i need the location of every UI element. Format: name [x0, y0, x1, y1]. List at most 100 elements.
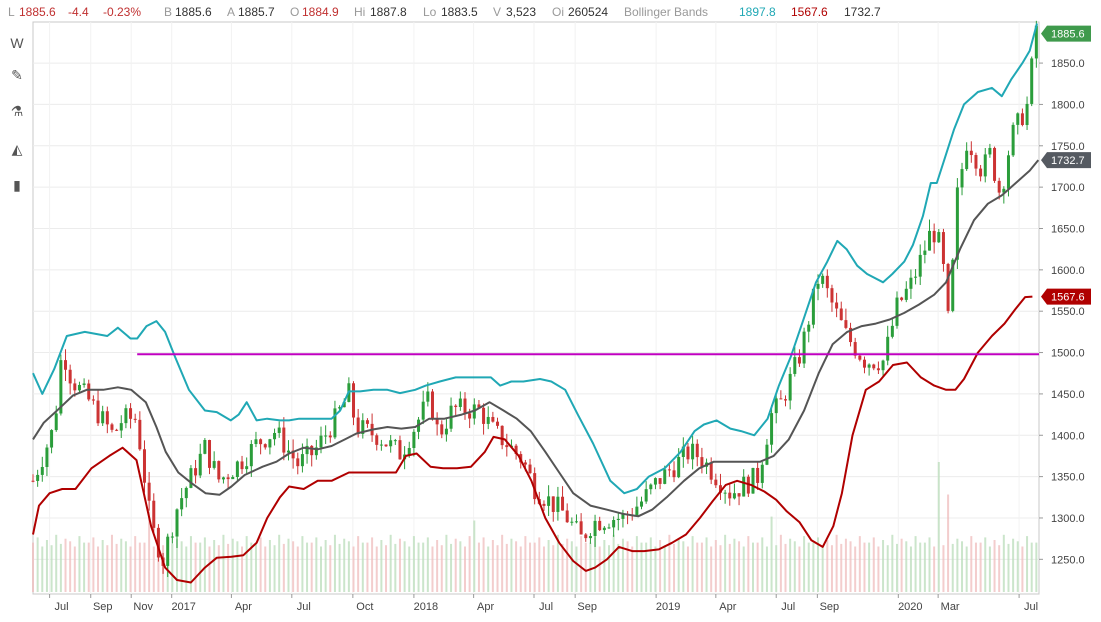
volume-bar — [245, 536, 248, 592]
candle-body — [1030, 58, 1034, 104]
candle-body — [115, 429, 119, 431]
middle-band-badge-bg — [1041, 152, 1091, 169]
candle-body — [133, 418, 137, 420]
candle-body — [928, 230, 932, 251]
period-selector[interactable]: W — [10, 35, 24, 51]
candle-body — [40, 466, 44, 475]
indicator-name[interactable]: Bollinger Bands — [624, 5, 709, 19]
volume-bar — [185, 546, 188, 592]
candle-body — [477, 404, 481, 408]
candle-body — [1025, 103, 1029, 126]
candle-body — [156, 527, 160, 558]
volume-bar — [594, 537, 597, 592]
middle-band-badge: 1732.7 — [1041, 152, 1091, 169]
candle-body — [240, 461, 244, 470]
volume-bar — [919, 542, 922, 592]
volume-bar — [366, 542, 369, 592]
candle-body — [468, 413, 472, 419]
candle-body — [714, 479, 718, 486]
bars-icon[interactable]: ▮ — [13, 176, 21, 193]
x-tick-label: Sep — [577, 601, 597, 613]
candle-body — [909, 277, 913, 289]
candle-body — [584, 534, 588, 539]
y-tick-label: 1650.0 — [1051, 223, 1085, 235]
candle-body — [779, 398, 783, 400]
volume-bar — [872, 537, 875, 592]
bb-lower-value: 1567.6 — [791, 5, 828, 19]
volume-bar — [83, 542, 86, 592]
candle-body — [862, 359, 866, 368]
volume-bar — [250, 542, 253, 592]
candle-body — [793, 357, 797, 374]
volume-bar — [92, 537, 95, 592]
candle-body — [500, 425, 504, 446]
volume-bar — [431, 546, 434, 592]
x-tick-label: 2017 — [171, 601, 195, 613]
candle-body — [607, 527, 611, 529]
volume-bars — [32, 462, 1038, 592]
chart-type-icon[interactable]: ◭ — [11, 140, 23, 157]
volume-bar — [682, 541, 685, 592]
volume-bar — [1016, 541, 1019, 592]
x-tick-label: Jul — [55, 601, 69, 613]
volume-bar — [143, 542, 146, 592]
volume-bar — [668, 534, 671, 592]
candle-body — [398, 440, 402, 460]
candle-body — [342, 401, 346, 408]
volume-bar — [496, 545, 499, 592]
candle-body — [393, 440, 397, 442]
volume-bar — [854, 546, 857, 592]
x-tick-label: Apr — [477, 601, 494, 613]
volume-bar — [87, 542, 90, 592]
volume-bar — [635, 536, 638, 592]
candle-body — [64, 360, 68, 370]
candle-body — [54, 413, 58, 431]
candle-body — [435, 419, 439, 425]
candle-body — [96, 400, 100, 424]
price-badges: 1885.6 1732.7 1567.6 — [1041, 25, 1091, 305]
volume-bar — [357, 536, 360, 592]
x-tick-label: Jul — [1024, 601, 1038, 613]
volume-bar — [306, 542, 309, 592]
volume-bar — [231, 538, 234, 592]
volume-bar — [241, 546, 244, 592]
candle-body — [496, 421, 500, 426]
volume-bar — [673, 543, 676, 592]
volume-bar — [482, 537, 485, 592]
candle-body — [988, 147, 992, 155]
candle-body — [491, 416, 495, 422]
x-tick-label: Jul — [781, 601, 795, 613]
volume-bar — [208, 546, 211, 592]
x-tick-label: Apr — [235, 601, 252, 613]
candle-body — [352, 383, 356, 418]
candle-body — [709, 462, 713, 480]
candle-body — [110, 424, 114, 430]
candle-body — [82, 383, 86, 385]
last-price: 1885.6 — [19, 5, 56, 19]
volume-bar — [830, 545, 833, 592]
volume-bar — [319, 546, 322, 592]
candle-body — [189, 468, 193, 488]
studies-icon[interactable]: ⚗ — [10, 102, 24, 119]
y-tick-label: 1750.0 — [1051, 141, 1085, 153]
volume-bar — [547, 540, 550, 592]
volume-bar — [459, 541, 462, 592]
volume-bar — [69, 541, 72, 592]
volume-bar — [148, 511, 151, 592]
volume-bar — [259, 537, 262, 592]
draw-tool-icon[interactable]: ✎ — [11, 66, 23, 83]
volume-bar — [719, 545, 722, 592]
volume-bar — [724, 534, 727, 592]
candle-body — [208, 440, 212, 468]
candle-body — [361, 420, 365, 434]
candle-body — [718, 485, 722, 493]
bid-value: 1885.6 — [175, 5, 212, 19]
volume-bar — [403, 541, 406, 592]
candle-body — [937, 232, 941, 243]
volume-bar — [129, 546, 132, 592]
volume-bar — [742, 546, 745, 592]
volume-bar — [426, 537, 429, 592]
y-tick-label: 1550.0 — [1051, 306, 1085, 318]
candle-body — [59, 360, 63, 414]
